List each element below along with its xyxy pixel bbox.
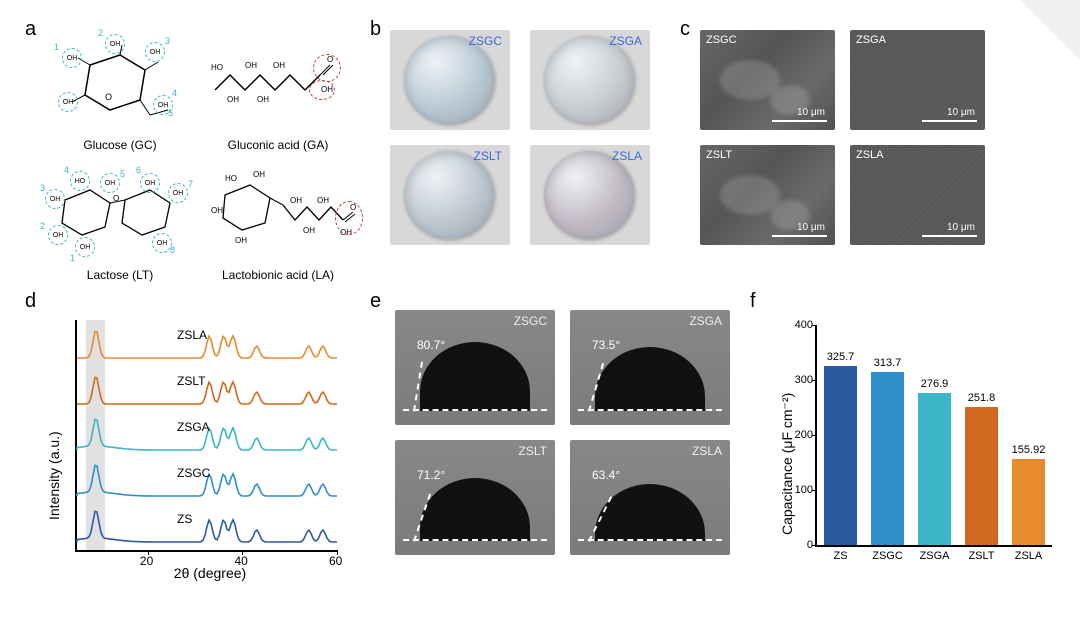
panel-b-photos: ZSGC ZSGA ZSLT ZSLA — [390, 30, 660, 260]
svg-text:OH: OH — [290, 196, 302, 205]
svg-text:OH: OH — [227, 95, 239, 104]
bar-category: ZSLA — [1006, 550, 1051, 562]
bar-zsgc — [871, 372, 904, 545]
panel-label-b: b — [370, 18, 381, 41]
sem-zsla: ZSLA 10 μm — [850, 145, 985, 245]
xrd-xlabel: 2θ (degree) — [150, 565, 270, 581]
caption-la: Lactobionic acid (LA) — [208, 268, 348, 282]
caption-ga: Gluconic acid (GA) — [208, 138, 348, 152]
bar-value: 325.7 — [818, 351, 863, 363]
svg-text:HO: HO — [211, 63, 223, 72]
svg-text:O: O — [105, 92, 112, 102]
panel-label-c: c — [680, 18, 690, 41]
panel-label-f: f — [750, 290, 756, 313]
ca-angle-text: 80.7° — [417, 338, 445, 352]
svg-text:OH: OH — [245, 61, 257, 70]
panel-label-e: e — [370, 290, 381, 313]
panel-e-contact-angle: ZSGC 80.7° ZSGA 73.5° ZSLT 71.2° ZSLA 63.4° — [395, 310, 745, 580]
caption-gc: Glucose (GC) — [50, 138, 190, 152]
sem-label: ZSGC — [706, 34, 737, 46]
ca-angle-text: 73.5° — [592, 338, 620, 352]
xrd-trace-label: ZS — [177, 512, 192, 526]
ca-zsga: ZSGA 73.5° — [570, 310, 730, 425]
photo-zslt: ZSLT — [390, 145, 510, 245]
bar-category: ZSGC — [865, 550, 910, 562]
photo-label: ZSLT — [474, 149, 502, 163]
mol-ga: HO OH OH OH OH O OH — [205, 40, 355, 140]
svg-text:O: O — [113, 194, 119, 203]
bar-value: 155.92 — [1006, 444, 1051, 456]
bar-zsga — [918, 393, 951, 545]
bar-value: 251.8 — [959, 392, 1004, 404]
sem-label: ZSLA — [856, 149, 884, 161]
bar-category: ZSLT — [959, 550, 1004, 562]
photo-label: ZSGC — [469, 34, 502, 48]
ca-label: ZSGC — [514, 314, 547, 328]
ca-label: ZSGA — [689, 314, 722, 328]
panel-a-chemstruct: O OH 1 OH 2 OH 3 OH 4 OH 5 Glucose (GC) … — [40, 30, 360, 280]
bar-category: ZS — [818, 550, 863, 562]
xrd-xtick: 60 — [329, 554, 342, 568]
ca-label: ZSLA — [692, 444, 722, 458]
photo-label: ZSLA — [612, 149, 642, 163]
svg-text:OH: OH — [211, 206, 223, 215]
caption-lt: Lactose (LT) — [50, 268, 190, 282]
panel-label-a: a — [25, 18, 36, 41]
bar-value: 313.7 — [865, 357, 910, 369]
ca-label: ZSLT — [519, 444, 547, 458]
svg-text:OH: OH — [273, 61, 285, 70]
sem-label: ZSLT — [706, 149, 732, 161]
svg-text:OH: OH — [253, 170, 265, 179]
photo-zsga: ZSGA — [530, 30, 650, 130]
bar-zs — [824, 366, 857, 545]
corner-deco — [1020, 0, 1080, 60]
panel-c-sem: ZSGC 10 μm ZSGA 10 μm ZSLT 10 μm ZSLA 10 μm — [700, 30, 1000, 260]
photo-zsgc: ZSGC — [390, 30, 510, 130]
svg-text:OH: OH — [235, 236, 247, 245]
scale-text: 10 μm — [947, 222, 975, 233]
svg-text:HO: HO — [225, 174, 237, 183]
ca-angle-text: 71.2° — [417, 468, 445, 482]
bar-value: 276.9 — [912, 378, 957, 390]
sem-zslt: ZSLT 10 μm — [700, 145, 835, 245]
photo-zsla: ZSLA — [530, 145, 650, 245]
ca-zslt: ZSLT 71.2° — [395, 440, 555, 555]
f-ylabel: Capacitance (μF cm⁻²) — [779, 393, 796, 535]
sem-label: ZSGA — [856, 34, 886, 46]
ca-zsla: ZSLA 63.4° — [570, 440, 730, 555]
bar-zsla — [1012, 459, 1045, 545]
photo-label: ZSGA — [609, 34, 642, 48]
bar-zslt — [965, 407, 998, 545]
mol-la: HO OH OH OH OH OH OH O OH — [205, 165, 365, 265]
mol-lt: O OH 3 HO 4 OH 5 OH 2 OH 1 OH 6 OH 7 OH … — [40, 165, 200, 265]
svg-text:OH: OH — [257, 95, 269, 104]
panel-f-barchart: Capacitance (μF cm⁻²) 0100200300400325.7… — [775, 310, 1065, 590]
panel-label-d: d — [25, 290, 36, 313]
sem-zsgc: ZSGC 10 μm — [700, 30, 835, 130]
scale-text: 10 μm — [797, 107, 825, 118]
xrd-ylabel: Intensity (a.u.) — [46, 431, 62, 520]
mol-glucose: O OH 1 OH 2 OH 3 OH 4 OH 5 — [50, 40, 180, 140]
ca-angle-text: 63.4° — [592, 468, 620, 482]
scale-text: 10 μm — [947, 107, 975, 118]
svg-text:OH: OH — [303, 226, 315, 235]
bar-category: ZSGA — [912, 550, 957, 562]
svg-text:OH: OH — [317, 196, 329, 205]
panel-d-xrd: Intensity (a.u.) ZSLAZSLTZSGAZSGCZS20406… — [40, 310, 350, 590]
scale-text: 10 μm — [797, 222, 825, 233]
sem-zsga: ZSGA 10 μm — [850, 30, 985, 130]
ca-zsgc: ZSGC 80.7° — [395, 310, 555, 425]
